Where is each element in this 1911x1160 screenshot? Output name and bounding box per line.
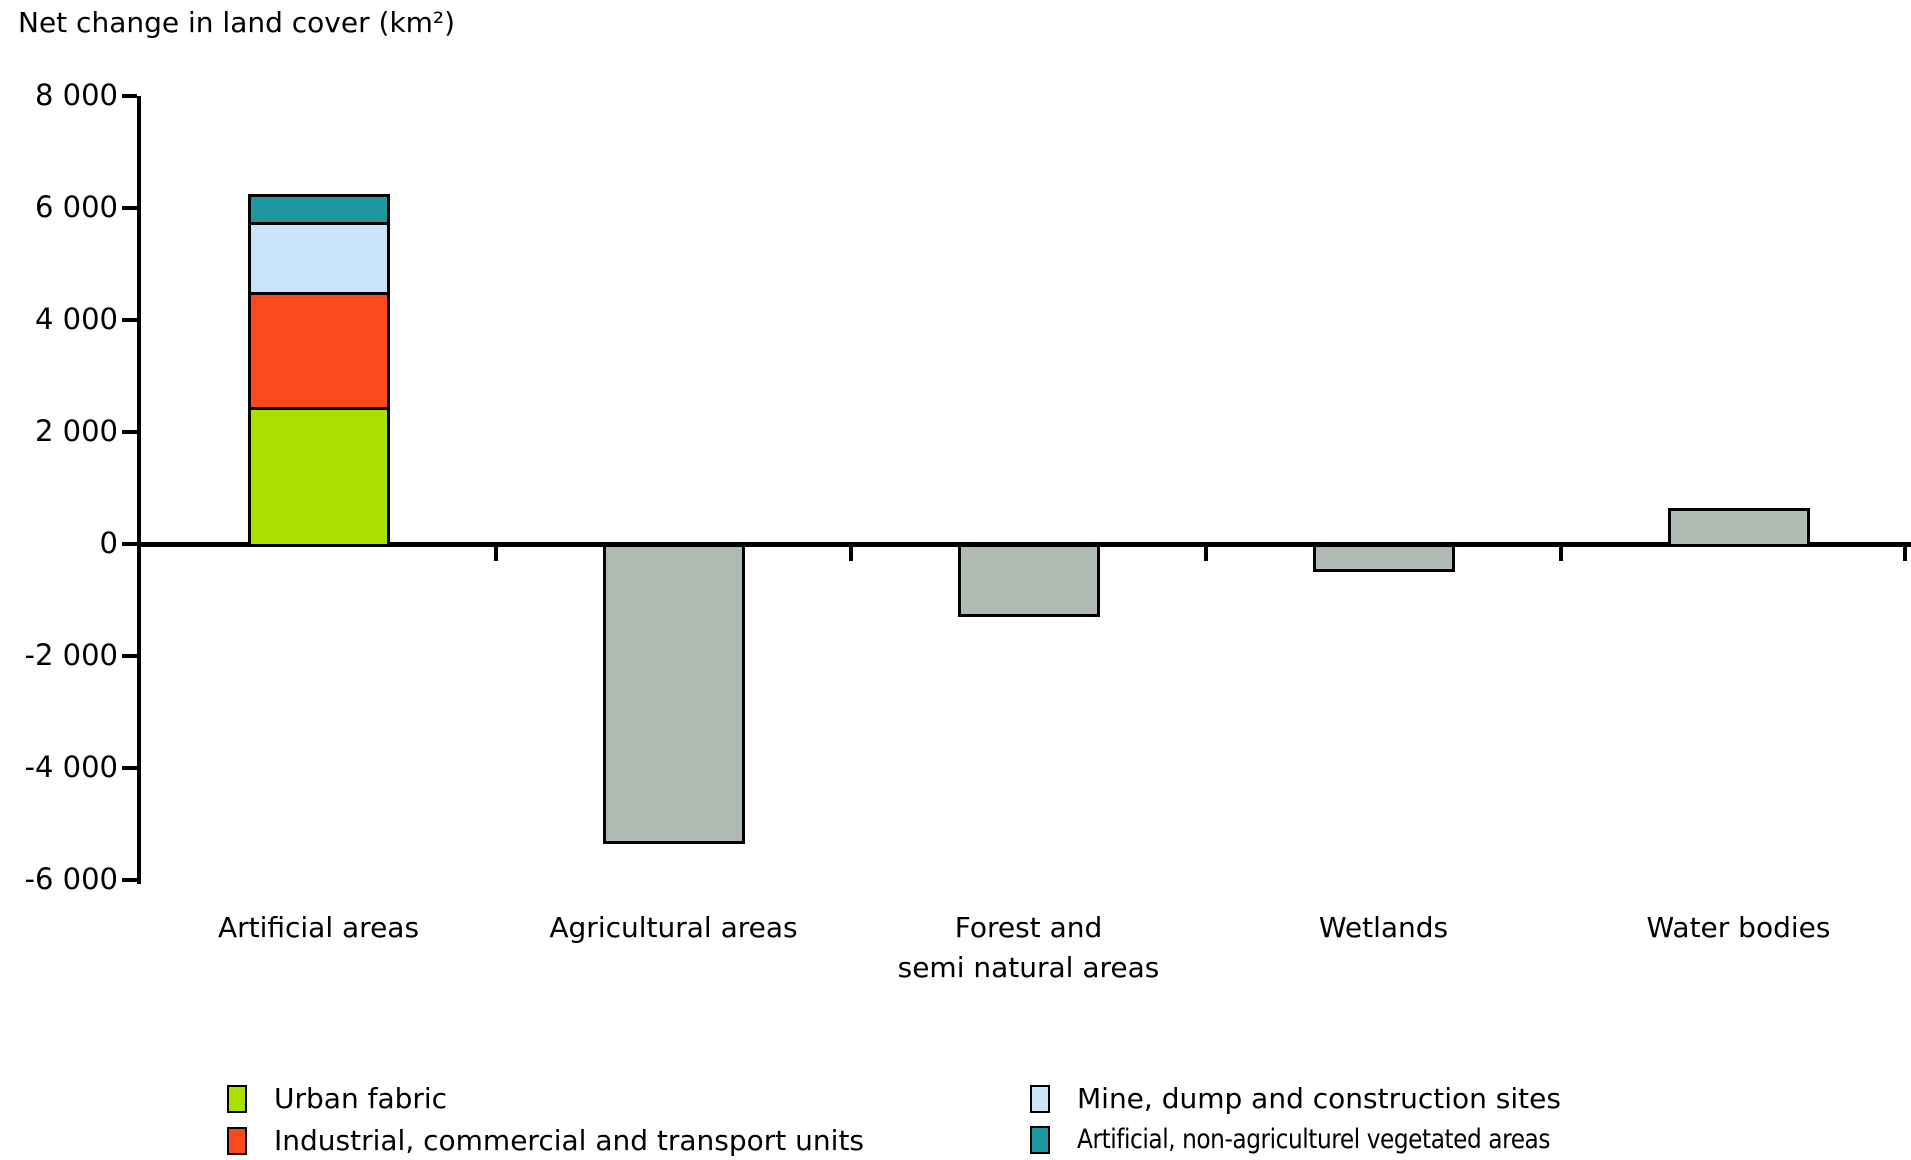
legend-item-mine-dump-and-construction-sites: Mine, dump and construction sites <box>1030 1082 1561 1115</box>
bar-segment-urban-fabric <box>247 406 390 547</box>
y-tick <box>122 654 137 658</box>
legend-label-mine-dump-and-construction-sites: Mine, dump and construction sites <box>1077 1082 1561 1115</box>
legend-label-artificial-non-agriculturel-vegetated-areas: Artificial, non-agriculturel vegetated a… <box>1077 1124 1551 1155</box>
bar-agricultural-areas <box>602 544 745 844</box>
category-label-agricultural-areas: Agricultural areas <box>434 908 914 948</box>
legend-item-urban-fabric: Urban fabric <box>227 1082 447 1115</box>
y-tick-label: -2 000 <box>24 638 119 672</box>
x-tick <box>1903 546 1907 561</box>
legend-label-urban-fabric: Urban fabric <box>274 1082 448 1115</box>
category-label-line: Water bodies <box>1646 911 1831 944</box>
bar-water-bodies <box>1667 507 1810 547</box>
y-tick-label: -4 000 <box>24 750 119 784</box>
y-tick <box>122 430 137 434</box>
legend-item-industrial-commercial-and-transport-units: Industrial, commercial and transport uni… <box>227 1124 864 1157</box>
category-label-wetlands: Wetlands <box>1144 908 1624 948</box>
category-label-forest-and-semi-natural-areas: Forest and semi natural areas <box>789 908 1269 988</box>
bar-wetlands <box>1312 544 1455 573</box>
y-tick-label: 2 000 <box>34 414 118 448</box>
y-tick-label: 8 000 <box>34 78 118 112</box>
bar-segment-artificial-non-agriculturel-vegetated-areas <box>247 194 390 225</box>
category-label-line: semi natural areas <box>897 951 1160 984</box>
bar-forest-and-semi-natural-areas <box>957 544 1100 617</box>
legend-label-industrial-commercial-and-transport-units: Industrial, commercial and transport uni… <box>274 1124 865 1157</box>
bar-segment-mine-dump-and-construction-sites <box>247 222 390 295</box>
chart-title: Net change in land cover (km²) <box>18 6 456 39</box>
x-tick <box>849 546 853 561</box>
y-tick <box>122 542 137 546</box>
y-tick <box>122 878 137 882</box>
category-label-line: Wetlands <box>1318 911 1449 944</box>
x-tick <box>494 546 498 561</box>
legend-swatch-industrial-commercial-and-transport-units <box>227 1126 247 1155</box>
x-tick <box>1559 546 1563 561</box>
y-tick <box>122 318 137 322</box>
category-label-artificial-areas: Artificial areas <box>79 908 559 948</box>
y-tick <box>122 766 137 770</box>
category-label-line: Artificial areas <box>217 911 420 944</box>
x-tick <box>1204 546 1208 561</box>
legend-swatch-artificial-non-agriculturel-vegetated-areas <box>1030 1125 1050 1154</box>
y-tick-label: 0 <box>99 526 118 560</box>
y-tick <box>122 206 137 210</box>
y-tick <box>122 94 137 98</box>
y-tick-label: -6 000 <box>24 862 119 896</box>
legend-item-artificial-non-agriculturel-vegetated-areas: Artificial, non-agriculturel vegetated a… <box>1030 1124 1627 1155</box>
category-label-water-bodies: Water bodies <box>1499 908 1911 948</box>
legend-swatch-mine-dump-and-construction-sites <box>1030 1084 1050 1113</box>
y-axis-line <box>137 96 141 884</box>
category-label-line: Forest and <box>954 911 1103 944</box>
category-label-line: Agricultural areas <box>549 911 798 944</box>
bar-segment-industrial-commercial-and-transport-units <box>247 292 390 410</box>
y-tick-label: 4 000 <box>34 302 118 336</box>
y-tick-label: 6 000 <box>34 190 118 224</box>
legend-swatch-urban-fabric <box>227 1084 247 1113</box>
